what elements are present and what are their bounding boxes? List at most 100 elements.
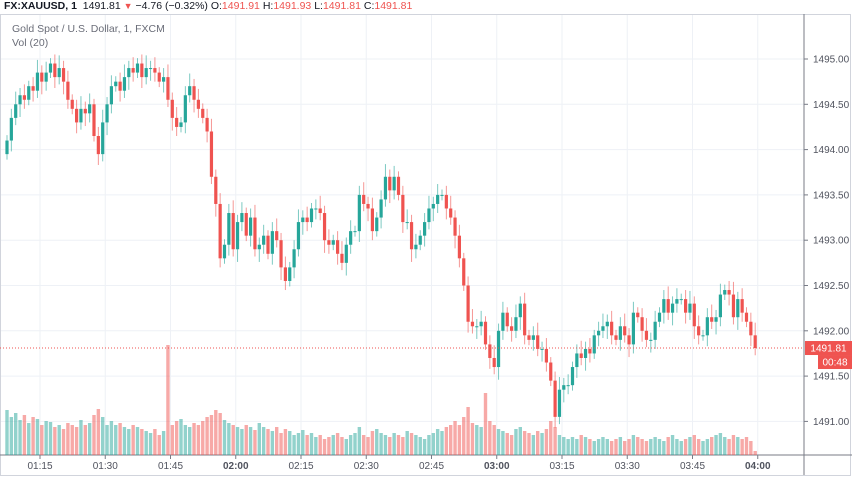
candle <box>235 214 240 262</box>
candle <box>92 98 96 142</box>
candle-body <box>357 194 361 232</box>
volume-bar <box>392 433 396 455</box>
candle-body <box>279 240 283 268</box>
volume-bar <box>562 437 566 455</box>
volume-bar <box>166 345 170 455</box>
candle <box>244 207 248 242</box>
price-tick-label: 1493.50 <box>813 190 850 201</box>
candle <box>662 290 666 324</box>
candle-body <box>514 317 518 331</box>
candle <box>79 96 83 130</box>
volume-bar <box>257 423 261 455</box>
volume-bar <box>505 433 509 455</box>
volume-bar <box>127 429 131 455</box>
candle-body <box>579 353 583 358</box>
volume-bar <box>183 425 188 455</box>
volume-bar <box>701 441 705 455</box>
candle-body <box>483 321 488 345</box>
candle-body <box>644 330 649 340</box>
candle-body <box>575 353 579 368</box>
volume-bar <box>109 421 114 455</box>
candle-body <box>122 77 127 91</box>
volume-bar <box>570 437 575 455</box>
volume-bar <box>440 431 444 455</box>
volume-bar <box>714 435 718 455</box>
candle-body <box>266 235 270 254</box>
candle-body <box>131 68 135 73</box>
volume-bar <box>161 431 166 455</box>
volume-bar <box>457 425 462 455</box>
candle-body <box>618 326 622 340</box>
candle-body <box>457 235 461 259</box>
candle <box>514 304 518 339</box>
candle-body <box>144 68 148 78</box>
low-label: L: <box>314 0 323 12</box>
candle-body <box>262 235 266 245</box>
candle <box>179 116 183 133</box>
candle <box>583 341 588 371</box>
candle-body <box>296 222 301 250</box>
volume-bar <box>153 429 157 455</box>
volume-bar <box>692 435 696 455</box>
price-tick-label: 1494.00 <box>813 145 850 156</box>
candle-body <box>736 299 740 318</box>
candle-body <box>366 203 370 209</box>
candle <box>331 234 335 251</box>
volume-bar <box>379 433 383 455</box>
volume-bar <box>31 417 35 455</box>
candle-body <box>44 72 48 82</box>
volume-bar <box>192 423 196 455</box>
candle <box>605 314 609 339</box>
candle <box>357 185 361 243</box>
candle <box>592 329 596 359</box>
candle <box>536 322 540 357</box>
candle-body <box>383 176 388 200</box>
candle <box>288 261 292 287</box>
candle-body <box>631 312 635 345</box>
candle <box>40 65 44 95</box>
candle <box>31 77 35 102</box>
candle <box>505 307 509 332</box>
symbol-name[interactable]: FX:XAUUSD, 1 <box>4 0 77 12</box>
volume-indicator-label[interactable]: Vol (20) <box>12 37 49 49</box>
candle <box>336 231 340 265</box>
candle-body <box>436 194 440 204</box>
volume-bar <box>222 420 227 455</box>
candle <box>379 190 383 229</box>
volume-bar <box>196 425 201 455</box>
volume-bar <box>531 435 536 455</box>
close-label: C: <box>363 0 375 12</box>
candle <box>144 55 148 85</box>
candle <box>640 308 644 342</box>
candle <box>22 84 26 109</box>
volume-bar <box>675 439 679 455</box>
candle-body <box>162 77 166 82</box>
series-title[interactable]: Gold Spot / U.S. Dollar, 1, FXCM <box>12 23 165 35</box>
symbol-header: FX:XAUUSD, 1 1491.81 ▼ −4.76 (−0.32%) O:… <box>4 0 412 14</box>
candle-body <box>670 303 675 313</box>
candle <box>61 60 66 95</box>
candle-body <box>592 335 596 354</box>
candle <box>349 220 353 254</box>
candle <box>9 108 13 152</box>
candle <box>109 75 113 114</box>
volume-bar <box>644 441 649 455</box>
candle <box>462 252 466 291</box>
candle <box>148 60 153 81</box>
candle-body <box>70 99 74 109</box>
candle-body <box>140 63 144 78</box>
time-tick-label: 02:15 <box>288 461 313 472</box>
volume-bar <box>614 439 618 455</box>
high-label: H: <box>262 0 274 12</box>
candle-body <box>636 312 640 318</box>
volume-bar <box>205 417 209 455</box>
volume-bar <box>631 435 636 455</box>
candle <box>375 212 379 237</box>
candle <box>366 196 370 222</box>
volume-bar <box>283 429 288 455</box>
candle-body <box>283 267 287 281</box>
candle <box>401 185 405 233</box>
volume-bar <box>601 437 605 455</box>
candle <box>153 57 157 82</box>
